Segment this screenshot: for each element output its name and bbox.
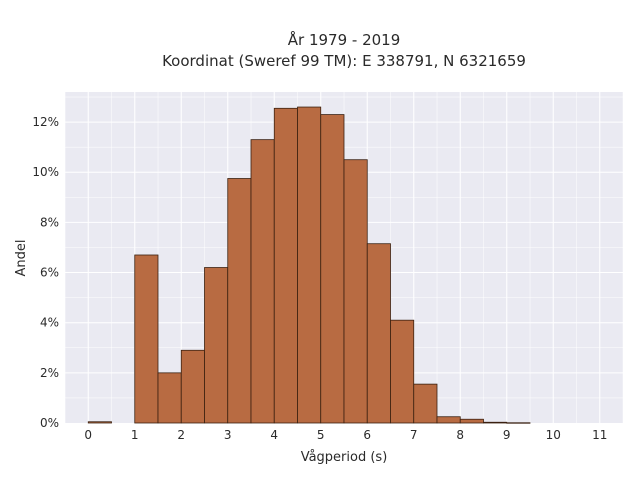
y-tick-label: 6% <box>40 266 59 280</box>
histogram-bar <box>459 418 484 424</box>
x-tick-label: 11 <box>592 428 607 442</box>
histogram-bar <box>483 421 508 424</box>
histogram-bar <box>204 267 229 424</box>
histogram-bar <box>134 254 159 424</box>
y-axis-label: Andel <box>14 240 29 277</box>
histogram-bar <box>390 319 415 424</box>
y-tick-label: 2% <box>40 366 59 380</box>
y-axis-ticks: 0% 2% 4% 6% 8% 10% 12% <box>32 115 59 430</box>
y-tick-label: 8% <box>40 215 59 229</box>
x-tick-label: 6 <box>363 428 371 442</box>
y-tick-label: 0% <box>40 416 59 430</box>
x-tick-label: 4 <box>270 428 278 442</box>
histogram-bar <box>250 139 275 424</box>
chart-title-line2: Koordinat (Sweref 99 TM): E 338791, N 63… <box>162 52 526 70</box>
bars <box>87 106 531 424</box>
x-tick-label: 3 <box>224 428 232 442</box>
histogram-bar <box>413 383 438 424</box>
chart-title-line1: År 1979 - 2019 <box>288 30 401 49</box>
histogram-bar <box>273 107 298 424</box>
histogram-bar <box>506 422 531 424</box>
x-axis-label: Vågperiod (s) <box>301 450 388 465</box>
histogram-bar <box>157 372 182 424</box>
x-axis-ticks: 0 1 2 3 4 5 6 7 8 9 10 11 <box>84 428 607 442</box>
x-tick-label: 5 <box>317 428 325 442</box>
x-tick-label: 7 <box>410 428 418 442</box>
histogram-bar <box>343 159 368 424</box>
y-tick-label: 10% <box>32 165 59 179</box>
y-tick-label: 4% <box>40 316 59 330</box>
histogram-bar <box>87 421 112 424</box>
histogram-bar <box>180 349 205 424</box>
x-tick-label: 10 <box>546 428 561 442</box>
x-tick-label: 0 <box>84 428 92 442</box>
x-tick-label: 2 <box>177 428 185 442</box>
x-tick-label: 9 <box>503 428 511 442</box>
histogram-bar <box>436 416 461 424</box>
x-tick-label: 1 <box>131 428 139 442</box>
histogram-bar <box>320 114 345 424</box>
histogram-bar <box>227 178 252 424</box>
x-tick-label: 8 <box>456 428 464 442</box>
histogram-bar <box>366 243 391 424</box>
y-tick-label: 12% <box>32 115 59 129</box>
histogram-bar <box>297 106 322 424</box>
